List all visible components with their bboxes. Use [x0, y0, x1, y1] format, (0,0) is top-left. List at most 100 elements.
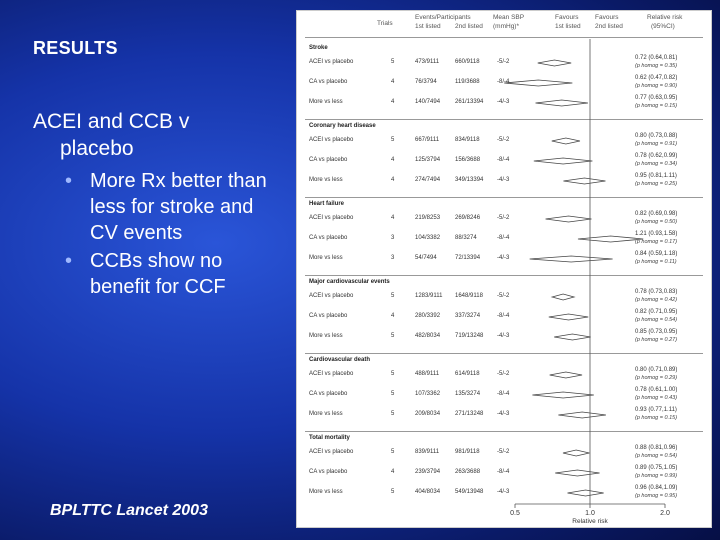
row-trials: 4	[391, 177, 395, 183]
row-events-first: 488/9111	[415, 371, 440, 377]
x-tick-label: 1.0	[585, 510, 595, 517]
bullet-icon: •	[65, 250, 73, 272]
row-relative-risk: 0.78 (0.61,1.00)	[635, 387, 678, 393]
x-axis-label: Relative risk	[572, 518, 608, 525]
row-events-first: 839/9111	[415, 449, 440, 455]
row-label: ACEI vs placebo	[309, 449, 354, 455]
header-favours-second-sub: 2nd listed	[595, 23, 623, 30]
header-mmhg: (mmHg)*	[493, 23, 519, 30]
section-divider	[305, 353, 703, 354]
row-events-first: 219/8253	[415, 215, 441, 221]
section-label: Coronary heart disease	[309, 123, 376, 129]
header-events: Events/Participants	[415, 14, 471, 21]
bullet-list: • More Rx better than less for stroke and…	[60, 168, 280, 302]
estimate-diamond	[532, 391, 594, 399]
row-p-homog: (p homog = 0.11)	[635, 259, 677, 265]
row-events-second: 271/13248	[455, 411, 484, 417]
row-trials: 5	[391, 449, 395, 455]
row-trials: 4	[391, 215, 395, 221]
row-label: More vs less	[309, 99, 343, 105]
row-events-first: 404/8034	[415, 489, 441, 495]
row-events-first: 104/3382	[415, 235, 441, 241]
row-trials: 3	[391, 255, 395, 261]
estimate-diamond	[537, 59, 572, 67]
row-bp: -8/-4	[497, 391, 510, 397]
x-tick-label: 2.0	[660, 510, 670, 517]
row-relative-risk: 0.96 (0.84,1.09)	[635, 485, 678, 491]
row-events-second: 1648/9118	[455, 293, 483, 299]
row-p-homog: (p homog = 0.50)	[635, 219, 678, 225]
row-trials: 4	[391, 157, 395, 163]
row-events-second: 261/13394	[455, 99, 484, 105]
row-trials: 5	[391, 489, 395, 495]
row-events-second: 263/3688	[455, 469, 481, 475]
row-bp: -5/-2	[497, 215, 510, 221]
row-trials: 5	[391, 293, 395, 299]
row-relative-risk: 0.80 (0.71,0.89)	[635, 367, 678, 373]
row-relative-risk: 0.88 (0.81,0.96)	[635, 445, 678, 451]
row-bp: -5/-2	[497, 371, 510, 377]
row-trials: 5	[391, 333, 395, 339]
header-divider	[305, 37, 703, 38]
row-p-homog: (p homog = 0.27)	[635, 337, 678, 343]
row-label: CA vs placebo	[309, 157, 348, 163]
row-label: ACEI vs placebo	[309, 215, 354, 221]
estimate-diamond	[551, 137, 581, 145]
row-label: CA vs placebo	[309, 235, 348, 241]
row-p-homog: (p homog = 0.25)	[635, 181, 678, 187]
estimate-diamond	[548, 313, 589, 321]
row-trials: 4	[391, 469, 395, 475]
estimate-diamond	[545, 215, 592, 223]
row-trials: 5	[391, 391, 395, 397]
row-label: CA vs placebo	[309, 313, 348, 319]
header-second-listed: 2nd listed	[455, 23, 483, 30]
row-events-first: 107/3362	[415, 391, 441, 397]
row-trials: 4	[391, 99, 395, 105]
row-relative-risk: 0.85 (0.73,0.95)	[635, 329, 678, 335]
bullet-item: • CCBs show no benefit for CCF	[60, 248, 280, 300]
row-events-first: 239/3794	[415, 469, 441, 475]
row-events-second: 269/8246	[455, 215, 481, 221]
bullet-item: • More Rx better than less for stroke and…	[60, 168, 280, 246]
row-relative-risk: 0.78 (0.73,0.83)	[635, 289, 678, 295]
row-p-homog: (p homog = 0.99)	[635, 473, 678, 479]
row-p-homog: (p homog = 0.15)	[635, 103, 678, 109]
row-events-first: 54/7494	[415, 255, 437, 261]
row-relative-risk: 0.89 (0.75,1.05)	[635, 465, 678, 471]
section-divider	[305, 431, 703, 432]
row-events-first: 280/3392	[415, 313, 441, 319]
row-p-homog: (p homog = 0.34)	[635, 161, 678, 167]
row-bp: -8/-4	[497, 235, 510, 241]
x-tick-label: 0.5	[510, 510, 520, 517]
row-p-homog: (p homog = 0.91)	[635, 141, 678, 147]
row-p-homog: (p homog = 0.90)	[635, 83, 678, 89]
row-p-homog: (p homog = 0.54)	[635, 453, 678, 459]
row-trials: 5	[391, 59, 395, 65]
row-trials: 5	[391, 137, 395, 143]
row-bp: -4/-3	[497, 489, 510, 495]
row-events-second: 614/9118	[455, 371, 480, 377]
row-bp: -8/-4	[497, 469, 510, 475]
row-relative-risk: 0.78 (0.62,0.99)	[635, 153, 678, 159]
row-events-first: 1283/9111	[415, 293, 443, 299]
row-bp: -8/-4	[497, 313, 510, 319]
row-events-second: 549/13948	[455, 489, 484, 495]
row-label: More vs less	[309, 255, 343, 261]
row-trials: 4	[391, 79, 395, 85]
row-relative-risk: 0.72 (0.64,0.81)	[635, 55, 678, 61]
forest-plot-svg: 0.5 1.0 2.0 Relative risk	[504, 39, 670, 525]
row-label: More vs less	[309, 333, 343, 339]
row-relative-risk: 0.80 (0.73,0.88)	[635, 133, 678, 139]
row-bp: -5/-2	[497, 59, 510, 65]
row-label: ACEI vs placebo	[309, 293, 354, 299]
estimate-diamond	[504, 79, 573, 87]
header-favours-first: Favours	[555, 14, 579, 21]
row-events-second: 719/13248	[455, 333, 484, 339]
row-bp: -8/-4	[497, 79, 510, 85]
row-bp: -8/-4	[497, 157, 510, 163]
row-p-homog: (p homog = 0.29)	[635, 375, 678, 381]
header-first-listed: 1st listed	[415, 23, 441, 30]
estimate-diamond	[550, 293, 576, 301]
row-events-second: 72/13394	[455, 255, 481, 261]
estimate-diamond	[567, 489, 604, 497]
